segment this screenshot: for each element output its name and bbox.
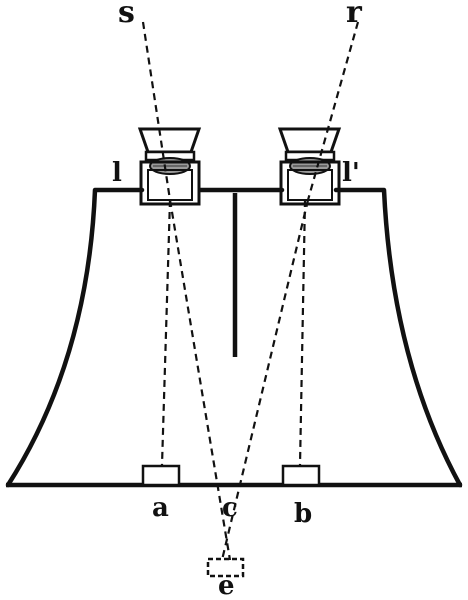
- label-l: l: [112, 158, 122, 188]
- picture-b: [281, 464, 321, 487]
- left-eyepiece: [137, 127, 202, 206]
- label-a: a: [152, 493, 169, 523]
- label-c: c: [222, 493, 238, 523]
- ray-left-to-a: [160, 199, 172, 466]
- ray-s: [141, 21, 172, 201]
- label-e: e: [218, 571, 235, 600]
- ray-right-to-b: [298, 199, 307, 466]
- ray-right-to-e: [220, 199, 310, 561]
- right-eyepiece: [277, 127, 342, 206]
- label-s: s: [118, 0, 135, 30]
- sight-lines: [141, 21, 360, 561]
- virtual-image-e: [206, 557, 245, 578]
- label-l-prime: l': [342, 158, 360, 188]
- picture-a: [141, 464, 181, 487]
- ray-left-to-e: [168, 199, 232, 561]
- ray-r: [306, 21, 360, 201]
- label-b: b: [294, 499, 312, 529]
- stereoscope-hood: [5, 187, 463, 488]
- label-r: r: [346, 0, 363, 30]
